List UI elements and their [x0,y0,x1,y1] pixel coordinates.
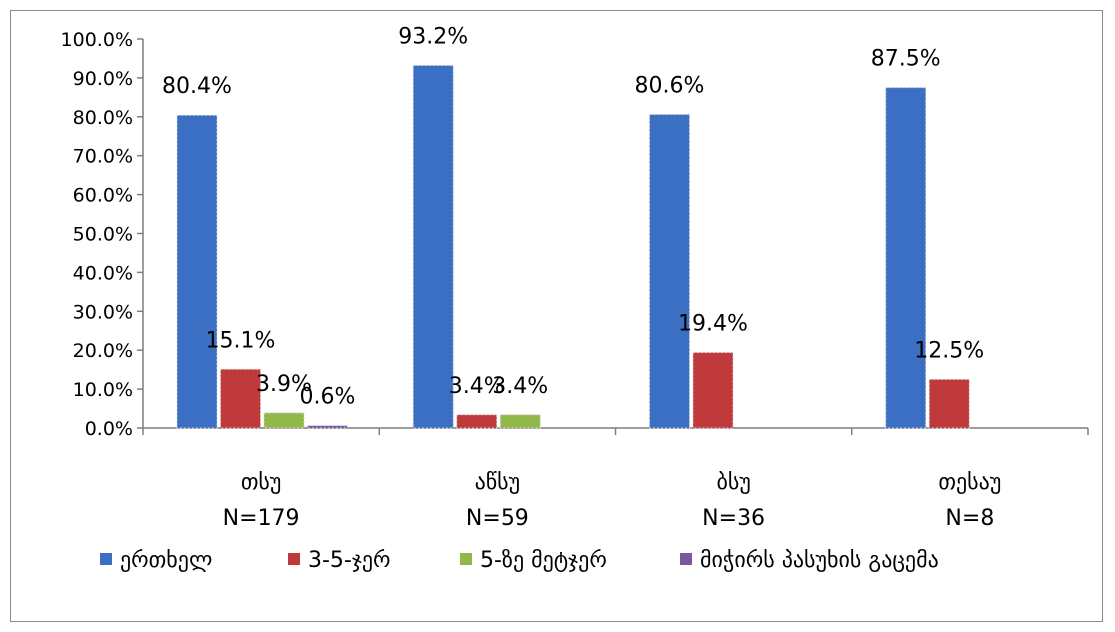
legend-swatch [100,553,112,565]
y-tick-label: 0.0% [85,418,133,440]
y-tick-label: 90.0% [73,68,133,90]
y-tick-label: 20.0% [73,340,133,362]
data-label: 80.4% [162,74,232,99]
data-label: 93.2% [398,24,468,49]
y-tick-label: 80.0% [73,107,133,129]
y-tick-label: 100.0% [61,29,133,51]
legend-swatch [680,553,692,565]
data-label: 3.4% [492,374,548,399]
bar [692,352,734,429]
data-label: 3.4% [449,374,505,399]
legend-swatch [460,553,472,565]
bar [885,87,927,429]
bar [307,425,348,429]
bar [499,414,541,429]
y-tick-label: 40.0% [73,262,133,284]
data-label: 3.9% [256,372,312,397]
category-name: თსუ [241,470,282,495]
data-labels: 80.4% 15.1% 3.9%0.6% 93.2% 3.4%3.4% 80.6% 19.4… [162,24,984,409]
y-tick-label: 30.0% [73,301,133,323]
legend: ერთხელ 3-5-ჯერ 5-ზე მეტჯერ მიჭირს პასუხის გ… [100,548,939,573]
bar [412,64,454,429]
bar [928,378,970,429]
category-name: ბსუ [716,470,750,495]
data-label: 80.6% [635,73,705,98]
bar [456,414,498,429]
legend-label: მიჭირს პასუხის გაცემა [700,548,939,573]
bar [263,412,305,429]
y-tick-label: 60.0% [73,185,133,207]
category-n: N=179 [223,506,300,531]
y-tick-label: 10.0% [73,379,133,401]
data-label: 12.5% [914,338,984,363]
legend-label: 5-ზე მეტჯერ [480,548,607,573]
category-n: N=59 [466,506,529,531]
category-n: N=8 [945,506,994,531]
legend-swatch [288,553,300,565]
y-tick-label: 70.0% [73,146,133,168]
data-label: 87.5% [871,47,941,72]
data-label: 0.6% [300,385,356,410]
category-n: N=36 [702,506,765,531]
legend-label: 3-5-ჯერ [308,548,391,573]
bars [176,64,970,429]
y-tick-label: 50.0% [73,224,133,246]
bar [220,368,261,429]
legend-label: ერთხელ [120,548,212,573]
category-labels: თსუ N=179 აწსუ N=59 ბსუ N=36 თესაუ N=8 [223,470,1002,531]
category-name: აწსუ [475,470,521,495]
category-name: თესაუ [938,470,1001,495]
bar [176,114,218,429]
bar [649,113,690,429]
data-label: 19.4% [678,312,748,337]
data-label: 15.1% [206,328,276,353]
